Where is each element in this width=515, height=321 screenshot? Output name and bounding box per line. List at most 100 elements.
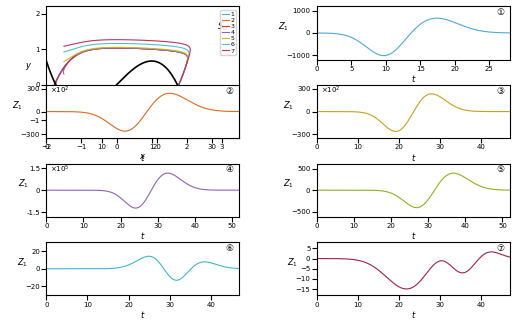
2 [61,101,67,105]
4 [130,46,136,50]
7 [42,109,48,113]
7 [151,114,158,117]
X-axis label: $t$: $t$ [410,309,416,320]
5 [61,60,67,64]
6 [46,114,52,118]
5 [176,82,182,86]
7 [59,68,65,72]
5 [175,85,181,89]
X-axis label: $t$: $t$ [140,309,146,320]
5 [49,87,56,91]
2 [114,46,120,50]
6 [58,70,64,74]
7 [131,38,138,42]
Line: 4: 4 [63,48,187,121]
4 [155,111,161,115]
6 [61,50,67,54]
6 [173,89,179,92]
Y-axis label: $Z_1$: $Z_1$ [12,99,24,112]
3 [78,51,84,55]
1 [60,67,66,71]
5 [113,119,119,123]
Y-axis label: $Z_1$: $Z_1$ [283,178,294,190]
6 [113,41,119,45]
1 [61,114,67,118]
3 [164,103,170,107]
7 [168,96,175,100]
4 [135,118,141,122]
1 [44,109,50,113]
4 [171,92,178,96]
Line: 7: 7 [45,40,190,121]
Text: $\times10^5$: $\times10^5$ [50,164,70,175]
X-axis label: $t$: $t$ [410,152,416,163]
4 [179,75,185,79]
7 [114,38,120,42]
5 [159,47,165,51]
5 [113,45,119,49]
Y-axis label: $y$: $y$ [25,61,32,72]
2 [181,71,187,74]
6 [53,79,59,83]
2 [176,81,182,85]
Line: 1: 1 [46,48,170,116]
4 [113,46,119,50]
2 [67,58,74,62]
2 [68,57,75,61]
3 [104,46,110,50]
6 [59,69,65,73]
3 [64,61,71,65]
Y-axis label: $Z_1$: $Z_1$ [17,256,28,269]
1 [167,49,174,53]
1 [62,64,68,68]
Text: ③: ③ [496,87,504,96]
4 [61,72,67,76]
Text: ⑤: ⑤ [496,165,504,174]
Text: ①: ① [496,8,504,17]
4 [110,119,116,123]
X-axis label: $t$: $t$ [140,152,146,163]
Line: 5: 5 [45,47,188,121]
5 [147,116,153,119]
Text: $\times10^2$: $\times10^2$ [320,85,340,96]
Text: $\times10^2$: $\times10^2$ [50,85,70,96]
Text: ⑦: ⑦ [496,244,504,253]
Text: $S_0$: $S_0$ [217,21,228,33]
1 [72,55,78,58]
Text: ④: ④ [226,165,234,174]
7 [113,119,119,123]
5 [166,100,173,104]
Y-axis label: $Z_1$: $Z_1$ [287,256,298,269]
Line: 6: 6 [45,43,189,121]
Line: 3: 3 [56,48,187,105]
4 [182,65,188,69]
1 [64,62,70,66]
3 [175,85,181,89]
7 [61,44,67,48]
X-axis label: $t$: $t$ [140,230,146,241]
Line: 2: 2 [51,48,187,103]
2 [69,56,75,60]
6 [113,119,119,123]
1 [114,46,120,50]
Y-axis label: $Z_1$: $Z_1$ [278,21,289,33]
Text: ⑥: ⑥ [226,244,234,253]
4 [113,119,119,123]
Legend: 1, 2, 3, 4, 5, 6, 7: 1, 2, 3, 4, 5, 6, 7 [220,10,236,56]
X-axis label: $t$: $t$ [410,73,416,84]
3 [114,46,120,50]
1 [70,56,76,60]
3 [174,86,180,90]
6 [173,89,179,92]
Y-axis label: $Z_1$: $Z_1$ [283,99,294,112]
7 [186,45,193,49]
2 [145,47,151,51]
3 [97,47,103,50]
X-axis label: $x$: $x$ [139,152,147,161]
X-axis label: $t$: $t$ [410,230,416,241]
Text: ②: ② [226,87,234,96]
2 [66,59,73,63]
5 [44,103,50,107]
Y-axis label: $Z_1$: $Z_1$ [18,178,29,190]
7 [73,54,79,58]
